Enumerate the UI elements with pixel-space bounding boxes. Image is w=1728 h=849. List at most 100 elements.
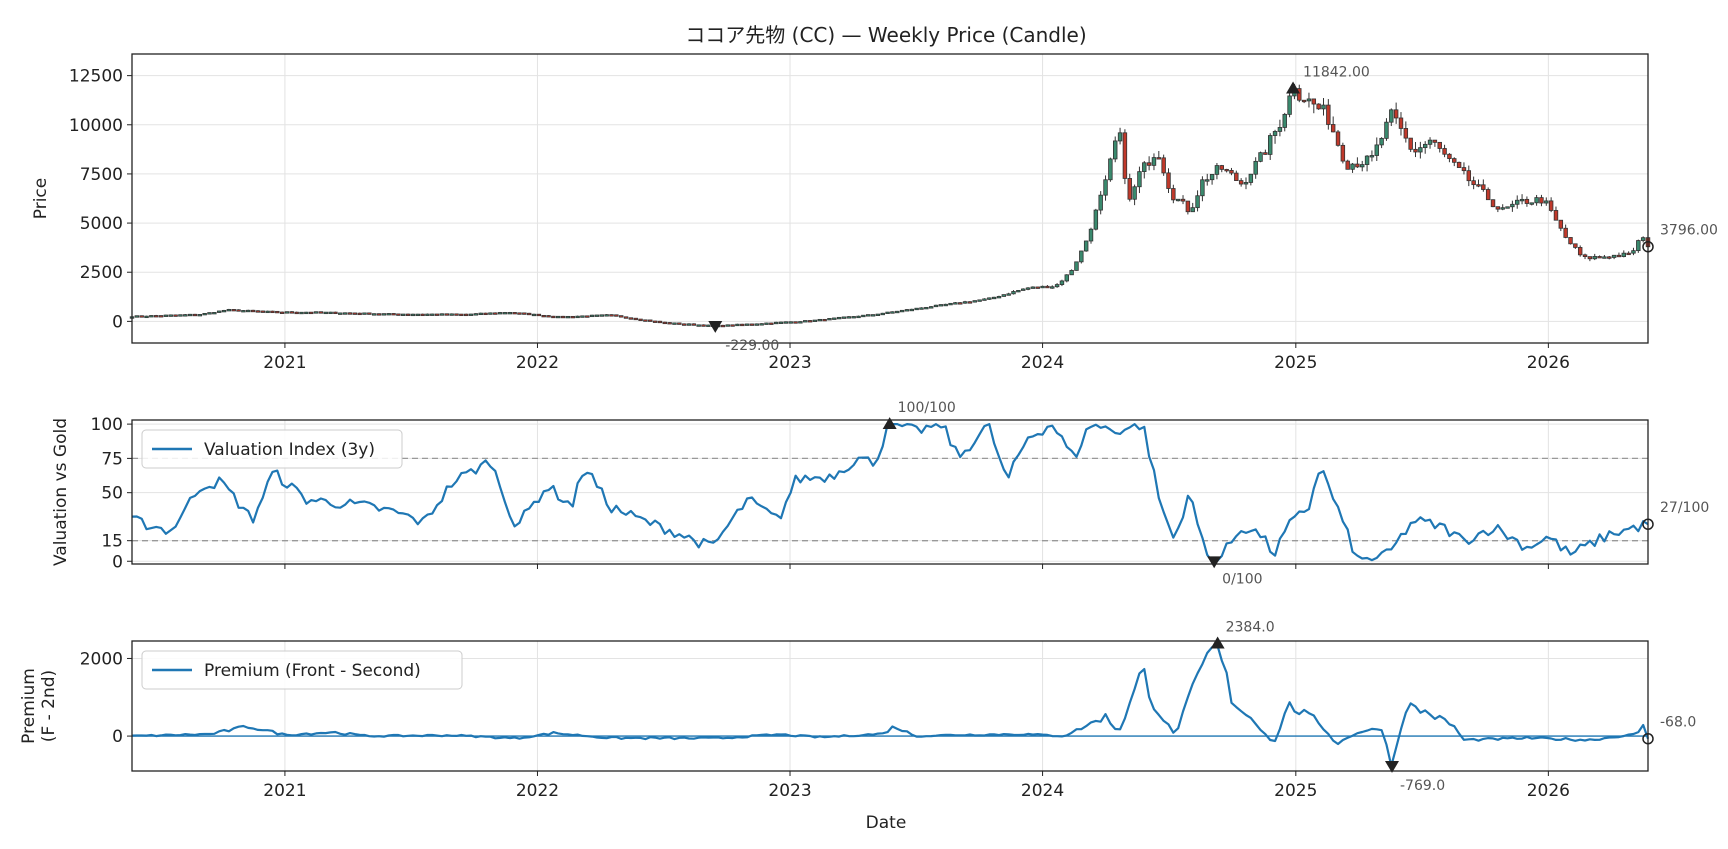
- candle: [565, 315, 571, 319]
- candle: [1098, 194, 1103, 211]
- candle: [1597, 256, 1602, 259]
- candle: [677, 322, 682, 325]
- candle: [168, 314, 173, 317]
- price-max-label: 11842.00: [1303, 65, 1370, 81]
- candle: [1180, 198, 1186, 202]
- candle: [241, 310, 246, 313]
- candle: [943, 303, 948, 307]
- candle: [788, 321, 793, 324]
- candle: [1461, 167, 1467, 172]
- candle: [1393, 109, 1399, 119]
- candle: [497, 312, 503, 315]
- candle: [1558, 219, 1564, 229]
- candle: [827, 318, 832, 321]
- candle: [1035, 286, 1040, 289]
- candle: [1113, 140, 1118, 160]
- candle: [1122, 132, 1128, 179]
- valuation-max-marker: [882, 417, 897, 430]
- price-ytick-label-5: 12500: [69, 67, 123, 87]
- candle: [1146, 162, 1152, 166]
- candle: [512, 312, 517, 315]
- price-xtick-label-5: 2026: [1527, 353, 1570, 373]
- candle: [304, 311, 309, 315]
- candle: [1321, 104, 1326, 110]
- candle: [1568, 237, 1573, 245]
- candle: [1534, 197, 1539, 204]
- candle: [149, 315, 154, 318]
- candle: [367, 312, 372, 315]
- candle: [1582, 254, 1588, 258]
- candle: [652, 320, 658, 323]
- candle: [463, 313, 469, 317]
- candle: [328, 311, 333, 315]
- candle: [216, 310, 222, 313]
- candle: [754, 323, 760, 326]
- candle: [851, 316, 856, 319]
- candle: [1306, 98, 1312, 102]
- candle: [938, 304, 944, 307]
- candle: [1418, 147, 1423, 153]
- candle: [396, 313, 401, 316]
- candle: [313, 311, 319, 314]
- candle: [531, 313, 537, 317]
- candle: [1282, 113, 1287, 128]
- candle: [1587, 256, 1593, 260]
- candle: [1224, 168, 1229, 172]
- candle: [1297, 88, 1302, 101]
- candle: [1151, 157, 1157, 166]
- valuation-last-label: 27/100: [1660, 500, 1709, 516]
- premium-xtick-label-3: 2024: [1021, 781, 1064, 801]
- premium-last-label: -68.0: [1660, 715, 1696, 731]
- candle: [1006, 293, 1011, 296]
- candle: [1267, 135, 1273, 155]
- candle: [236, 309, 241, 312]
- candle: [865, 314, 871, 317]
- candle: [221, 309, 227, 313]
- candle: [1437, 141, 1442, 149]
- candle: [1103, 179, 1108, 196]
- candle: [173, 314, 178, 317]
- candle: [996, 296, 1002, 299]
- candle: [449, 313, 454, 316]
- candle: [696, 324, 701, 327]
- price-last-marker: [1642, 240, 1654, 253]
- candle: [270, 310, 275, 314]
- candle: [260, 310, 265, 313]
- valuation-ytick-label-3: 75: [101, 449, 123, 469]
- candle: [1045, 285, 1050, 289]
- candle: [517, 312, 522, 315]
- candle: [178, 314, 183, 317]
- candle: [623, 316, 629, 319]
- candle: [139, 315, 144, 318]
- candle: [725, 324, 730, 327]
- candle: [1544, 200, 1549, 204]
- candle: [1548, 200, 1554, 211]
- premium-legend-box: [141, 650, 463, 690]
- candle: [740, 323, 745, 327]
- candle: [1519, 198, 1525, 202]
- candle: [638, 318, 643, 321]
- candle: [1074, 261, 1079, 271]
- candle: [1471, 180, 1476, 186]
- candle: [275, 310, 280, 314]
- candle: [1466, 170, 1472, 182]
- price-ytick-label-3: 7500: [80, 165, 123, 185]
- valuation-legend-box: [141, 429, 403, 469]
- candle: [614, 314, 619, 317]
- candle: [1442, 148, 1447, 155]
- candle: [522, 312, 527, 315]
- candle: [618, 315, 624, 318]
- candle: [1626, 252, 1631, 256]
- candle: [430, 313, 435, 316]
- candle: [1171, 188, 1176, 201]
- candle: [856, 315, 861, 319]
- candle: [1166, 172, 1171, 189]
- candle: [773, 321, 779, 325]
- price-frame: [131, 53, 1649, 344]
- candle: [526, 312, 532, 316]
- candle: [1050, 286, 1055, 289]
- candle: [861, 314, 866, 318]
- candle: [928, 306, 934, 309]
- candle: [318, 311, 324, 314]
- price-xtick-label-0: 2021: [263, 353, 306, 373]
